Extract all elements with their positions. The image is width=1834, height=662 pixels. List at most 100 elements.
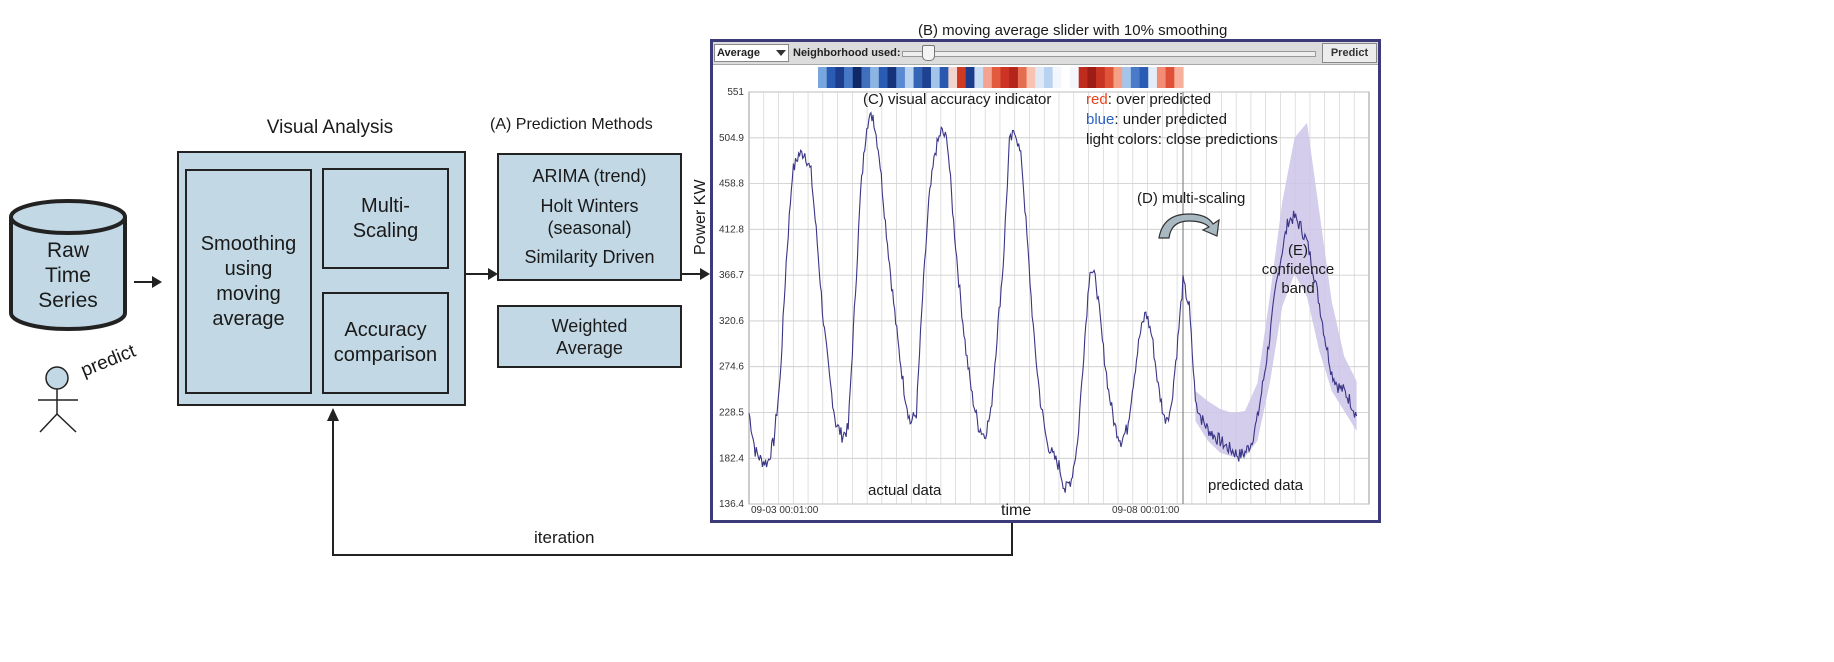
y-tick-label: 412.8 bbox=[719, 224, 744, 235]
accuracy-strip-cell bbox=[1087, 67, 1097, 88]
curved-arrow-icon bbox=[1158, 213, 1220, 239]
smoothing-label: Smoothing using moving average bbox=[200, 232, 297, 330]
method-arima: ARIMA (trend) bbox=[532, 165, 647, 186]
actual-data-annotation: actual data bbox=[868, 482, 942, 499]
power-chart: 551 504.9 458.8 412.8 366.7 320.6 274.6 228.5 18… bbox=[719, 67, 1370, 516]
y-tick-label: 274.6 bbox=[719, 362, 744, 373]
neighborhood-label: Neighborhood used: bbox=[793, 47, 901, 59]
accuracy-strip-cell bbox=[870, 67, 880, 88]
actual-series-line bbox=[748, 111, 1196, 493]
smoothing-box: Smoothing using moving average bbox=[185, 169, 312, 394]
y-tick-label: 320.6 bbox=[719, 316, 744, 327]
user-stick-figure-icon bbox=[38, 366, 78, 433]
y-tick-label: 551 bbox=[727, 87, 744, 98]
accuracy-strip-cell bbox=[1156, 67, 1167, 88]
multi-scaling-label: Multi- Scaling bbox=[352, 194, 419, 242]
iteration-loop-arrow bbox=[327, 408, 1013, 556]
accuracy-strip-cell bbox=[1165, 67, 1175, 88]
raw-time-series-cylinder bbox=[9, 199, 127, 331]
accuracy-strip-cell bbox=[1113, 67, 1123, 88]
method-holt-winters: Holt Winters (seasonal) bbox=[540, 195, 639, 238]
accuracy-strip-cell bbox=[852, 67, 863, 88]
accuracy-comparison-label: Accuracy comparison bbox=[333, 319, 438, 366]
accuracy-comparison-box: Accuracy comparison bbox=[322, 292, 449, 394]
visual-analysis-title: Visual Analysis bbox=[266, 117, 394, 138]
weighted-average-label: Weighted Average bbox=[551, 315, 628, 358]
accuracy-strip-cell bbox=[1104, 67, 1115, 88]
accuracy-strip-cell bbox=[983, 67, 993, 88]
accuracy-strip-cell bbox=[939, 67, 949, 88]
y-tick-label: 182.4 bbox=[719, 453, 744, 464]
accuracy-strip-cell bbox=[1043, 67, 1054, 88]
prediction-methods-box: ARIMA (trend) Holt Winters (seasonal) Si… bbox=[497, 153, 682, 281]
arrow-to-visual-analysis bbox=[134, 276, 162, 288]
chevron-down-icon bbox=[776, 50, 786, 56]
legend-red-word: red bbox=[1086, 91, 1108, 108]
iteration-label: iteration bbox=[534, 528, 595, 547]
accuracy-strip-cell bbox=[1078, 67, 1089, 88]
method-select-value: Average bbox=[717, 47, 761, 59]
accuracy-strip-cell bbox=[1061, 67, 1071, 88]
accuracy-strip-cell bbox=[1052, 67, 1062, 88]
method-similarity: Similarity Driven bbox=[524, 247, 655, 268]
accuracy-strip-cell bbox=[930, 67, 941, 88]
accuracy-strip-cell bbox=[1139, 67, 1149, 88]
prediction-methods-title: (A) Prediction Methods bbox=[490, 116, 653, 133]
predict-button[interactable]: Predict bbox=[1322, 43, 1377, 63]
accuracy-strip-cell bbox=[826, 67, 836, 88]
legend-blue-text: : under predicted bbox=[1114, 111, 1227, 128]
confidence-band-annotation: (E) confidence band bbox=[1261, 242, 1335, 297]
y-tick-label: 458.8 bbox=[719, 179, 744, 190]
accuracy-strip-cell bbox=[1035, 67, 1045, 88]
legend-blue-word: blue bbox=[1086, 111, 1115, 128]
weighted-average-box: Weighted Average bbox=[497, 305, 682, 368]
x-tick-label: 09-08 00:01:00 bbox=[1112, 505, 1180, 516]
accuracy-strip-cell bbox=[991, 67, 1002, 88]
accuracy-strip-cell bbox=[1070, 67, 1080, 88]
legend-red-text: : over predicted bbox=[1107, 91, 1212, 108]
accuracy-strip-cell bbox=[835, 67, 845, 88]
legend-over-predicted: red: over predicted bbox=[1086, 91, 1211, 108]
accuracy-strip-cell bbox=[878, 67, 889, 88]
slider-annotation: (B) moving average slider with 10% smoot… bbox=[918, 22, 1228, 39]
confidence-band bbox=[1195, 122, 1357, 457]
x-tick-label: 09-03 00:01:00 bbox=[751, 505, 819, 516]
accuracy-strip-cell bbox=[1017, 67, 1028, 88]
arrow-to-prediction-methods bbox=[466, 268, 498, 280]
y-tick-label: 366.7 bbox=[719, 270, 744, 281]
accuracy-strip-cell bbox=[974, 67, 984, 88]
predicted-data-annotation: predicted data bbox=[1208, 477, 1304, 494]
y-tick-label: 136.4 bbox=[719, 499, 744, 510]
arrow-to-chart bbox=[682, 268, 710, 280]
x-axis-label: time bbox=[1001, 502, 1032, 519]
accuracy-indicator-annotation: (C) visual accuracy indicator bbox=[863, 91, 1052, 108]
neighborhood-slider-track[interactable] bbox=[902, 51, 1316, 57]
accuracy-strip-cell bbox=[1096, 67, 1106, 88]
accuracy-strip-cell bbox=[1009, 67, 1019, 88]
accuracy-strip-cell bbox=[957, 67, 967, 88]
accuracy-strip-cell bbox=[1122, 67, 1132, 88]
accuracy-strip-cell bbox=[861, 67, 871, 88]
predict-button-label: Predict bbox=[1330, 47, 1369, 59]
accuracy-strip-cell bbox=[1000, 67, 1010, 88]
accuracy-strip-cell bbox=[922, 67, 932, 88]
accuracy-strip-cell bbox=[887, 67, 897, 88]
accuracy-strip-cell bbox=[1148, 67, 1158, 88]
multi-scaling-box: Multi- Scaling bbox=[322, 168, 449, 269]
y-axis-label: Power KW bbox=[692, 179, 709, 255]
multi-scaling-annotation: (D) multi-scaling bbox=[1137, 190, 1246, 207]
raw-time-series-label: Raw Time Series bbox=[38, 239, 98, 312]
accuracy-strip-cell bbox=[896, 67, 906, 88]
accuracy-strip-cell bbox=[948, 67, 958, 88]
visual-analysis-panel bbox=[177, 151, 466, 406]
legend-under-predicted: blue: under predicted bbox=[1086, 111, 1227, 128]
legend-light-colors: light colors: close predictions bbox=[1086, 131, 1278, 148]
method-select[interactable]: Average bbox=[714, 44, 789, 62]
accuracy-strip-cell bbox=[904, 67, 915, 88]
neighborhood-slider-thumb[interactable] bbox=[921, 45, 935, 61]
accuracy-strip-cell bbox=[818, 67, 828, 88]
predicted-series-line bbox=[1194, 210, 1358, 462]
accuracy-strip-cell bbox=[844, 67, 854, 88]
y-tick-label: 504.9 bbox=[719, 133, 744, 144]
accuracy-strip-cell bbox=[1130, 67, 1141, 88]
